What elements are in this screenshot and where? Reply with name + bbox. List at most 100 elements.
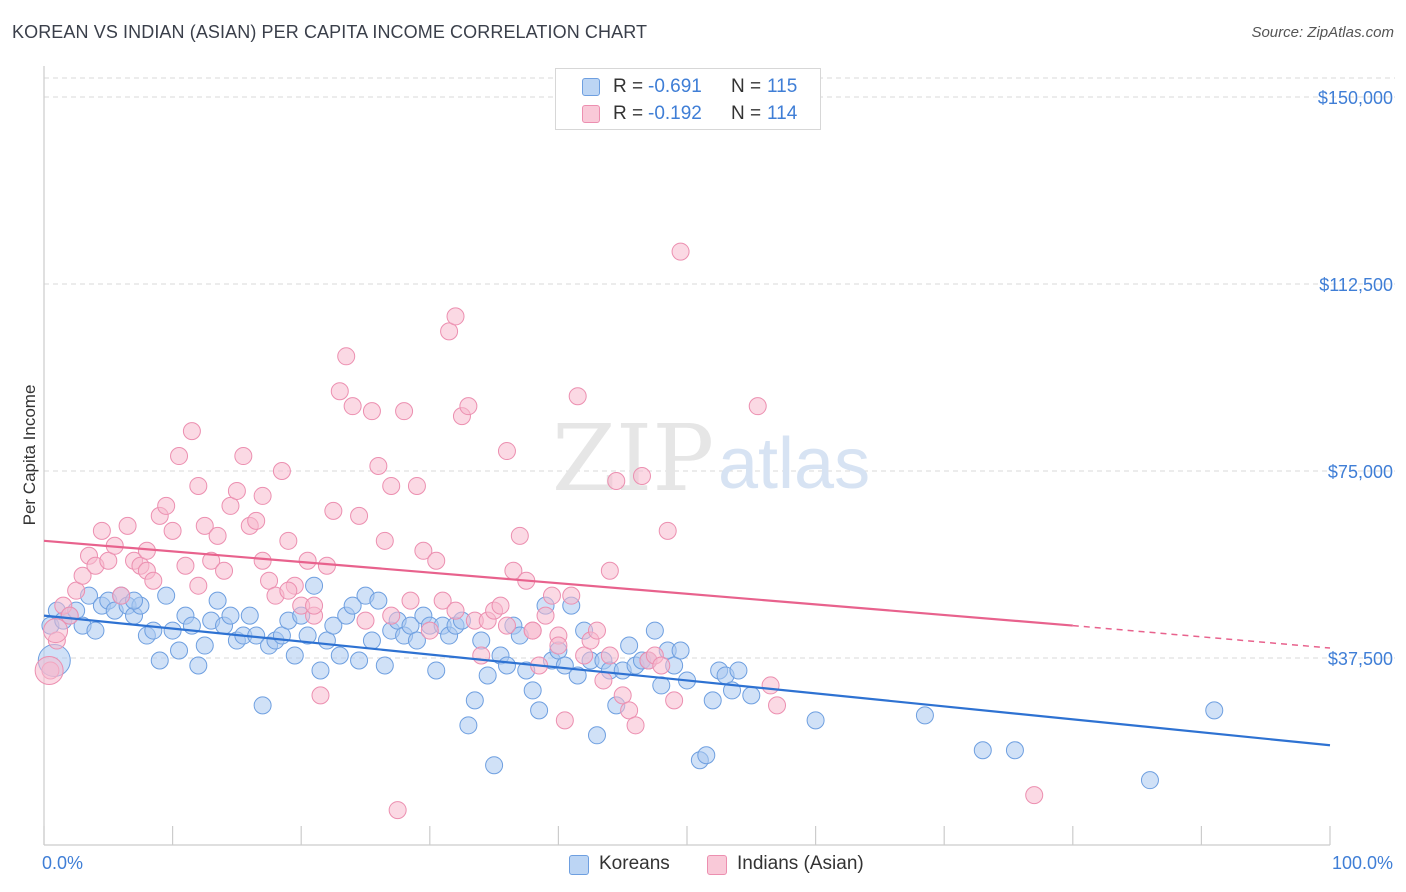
- korean-point: [369, 591, 388, 610]
- indian-point: [92, 521, 111, 540]
- indian-point: [221, 496, 240, 515]
- chart-title: KOREAN VS INDIAN (ASIAN) PER CAPITA INCO…: [12, 22, 648, 42]
- indian-point: [215, 561, 234, 580]
- trend-line-indians-extrapolated: [1072, 624, 1331, 649]
- indian-point: [253, 551, 272, 570]
- indian-point: [337, 347, 356, 366]
- korean-point: [375, 656, 394, 675]
- legend-n-label: N =: [731, 103, 762, 124]
- legend-r-value: -0.192: [648, 103, 702, 124]
- indian-point: [356, 611, 375, 630]
- indian-point: [144, 571, 163, 590]
- indian-point: [176, 556, 195, 575]
- legend-swatch-koreans: [569, 855, 589, 875]
- legend-swatch-indians: [707, 855, 727, 875]
- korean-point: [530, 701, 549, 720]
- source-credit: Source: ZipAtlas.com: [1251, 24, 1394, 41]
- korean-point: [1140, 771, 1159, 790]
- indian-point: [587, 621, 606, 640]
- legend-n-value: 114: [767, 103, 798, 124]
- korean-point: [806, 711, 825, 730]
- indian-point: [208, 526, 227, 545]
- korean-point: [253, 696, 272, 715]
- indian-point: [189, 476, 208, 495]
- indian-point: [568, 387, 587, 406]
- indian-point: [234, 447, 253, 466]
- legend-row-indians: R = -0.192 N = 114: [556, 101, 820, 129]
- korean-point: [350, 651, 369, 670]
- korean-point: [697, 746, 716, 765]
- legend-r-label: R =: [613, 76, 644, 97]
- x-tick-label-max: 100.0%: [1332, 853, 1393, 873]
- korean-point: [485, 756, 504, 775]
- indian-point: [362, 402, 381, 421]
- indian-point: [446, 307, 465, 326]
- korean-point: [645, 621, 664, 640]
- indian-point: [652, 656, 671, 675]
- indian-point: [433, 591, 452, 610]
- indian-point: [388, 801, 407, 820]
- indian-point: [305, 596, 324, 615]
- indian-point: [626, 716, 645, 735]
- indian-point: [594, 671, 613, 690]
- indian-point: [311, 686, 330, 705]
- indian-point: [600, 561, 619, 580]
- indian-point: [324, 501, 343, 520]
- indian-point: [350, 506, 369, 525]
- korean-point: [401, 616, 420, 635]
- watermark-atlas: atlas: [718, 424, 870, 504]
- korean-point: [170, 641, 189, 660]
- indian-point: [671, 242, 690, 261]
- legend-swatch-koreans: [582, 78, 600, 96]
- indian-point: [555, 711, 574, 730]
- legend-n-label: N =: [731, 76, 762, 97]
- watermark-zip: ZIP: [552, 405, 714, 512]
- korean-point: [407, 631, 426, 650]
- korean-point: [620, 636, 639, 655]
- korean-point: [305, 576, 324, 595]
- indian-point: [658, 521, 677, 540]
- indian-point: [562, 586, 581, 605]
- indian-point: [272, 462, 291, 480]
- indian-point: [112, 586, 131, 605]
- y-axis-label: Per Capita Income: [20, 385, 39, 526]
- indian-point: [279, 531, 298, 550]
- indian-point: [536, 606, 555, 625]
- zipatlas-watermark: ZIP atlas: [552, 405, 870, 512]
- indian-point: [510, 526, 529, 545]
- y-tick-label: $150,000: [1318, 88, 1393, 108]
- korean-point: [729, 661, 748, 680]
- axes: [43, 66, 1331, 846]
- indian-point: [227, 481, 246, 500]
- series-koreans: [37, 576, 1224, 790]
- x-tick-label-min: 0.0%: [42, 853, 83, 873]
- korean-point: [221, 606, 240, 625]
- indian-point: [407, 476, 426, 495]
- korean-point: [427, 661, 446, 680]
- indian-point: [317, 556, 336, 575]
- indian-point: [73, 566, 92, 585]
- y-tick-label: $112,500: [1319, 275, 1393, 295]
- korean-point: [330, 646, 349, 665]
- korean-point: [973, 741, 992, 760]
- korean-point: [478, 666, 497, 685]
- correlation-legend: R = -0.691 N = 115 R = -0.192 N = 114: [555, 68, 821, 130]
- korean-point: [272, 626, 291, 645]
- legend-swatch-indians: [582, 105, 600, 123]
- indian-point: [382, 606, 401, 625]
- indian-point: [1025, 786, 1044, 805]
- korean-point: [472, 631, 491, 650]
- indian-point: [279, 581, 298, 600]
- indian-point: [99, 551, 118, 570]
- indian-point: [414, 541, 433, 560]
- indian-point: [195, 516, 214, 535]
- indian-point: [157, 496, 176, 515]
- indian-point: [202, 551, 221, 570]
- indian-point: [182, 422, 201, 441]
- trend-line-indians: [43, 539, 1073, 627]
- indian-point: [459, 397, 478, 416]
- indian-point: [446, 601, 465, 620]
- korean-point: [189, 656, 208, 675]
- series-legend: Koreans Indians (Asian): [0, 850, 1406, 880]
